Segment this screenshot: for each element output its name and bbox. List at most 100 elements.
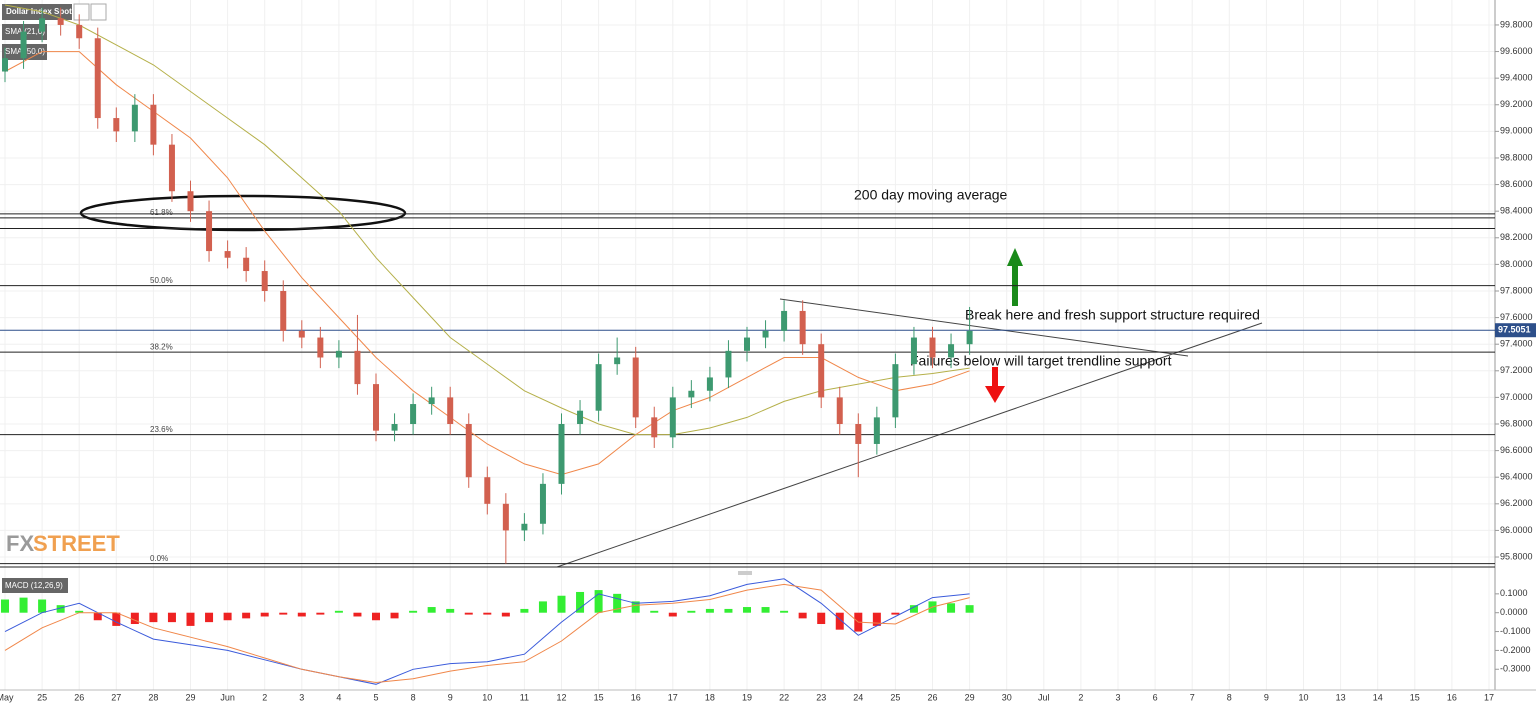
candle-body — [836, 397, 843, 425]
signal-line — [4, 583, 970, 684]
candle-body — [818, 344, 825, 398]
x-tick-label: 4 — [336, 692, 341, 702]
candle-body — [781, 310, 788, 331]
macd-histogram-bar — [631, 601, 640, 613]
x-tick-label: 10 — [1298, 692, 1308, 702]
x-tick-label: 27 — [111, 692, 121, 702]
macd-histogram-bar — [724, 608, 733, 613]
candle-body — [595, 364, 602, 411]
macd-histogram-bar — [538, 601, 547, 613]
candle-body — [261, 271, 268, 291]
candle-body — [428, 397, 435, 405]
macd-histogram-bar — [817, 612, 826, 625]
ascending-trendline — [556, 322, 1263, 568]
x-tick-label: 29 — [185, 692, 195, 702]
macd-histogram-bar — [205, 612, 214, 623]
x-tick-label: 23 — [816, 692, 826, 702]
candle-body — [799, 310, 806, 345]
macd-histogram-bar — [297, 612, 306, 617]
macd-histogram-bar — [353, 612, 362, 617]
macd-histogram-bar — [594, 590, 603, 613]
macd-histogram-bar — [316, 612, 325, 615]
y-tick-label: 99.0000 — [1500, 126, 1533, 136]
candle-body — [76, 24, 83, 39]
candle-body — [298, 330, 305, 338]
candle-body — [391, 424, 398, 431]
candle-body — [929, 337, 936, 358]
candle-body — [669, 397, 676, 438]
macd-histogram-bar — [965, 605, 974, 613]
x-tick-label: 9 — [1264, 692, 1269, 702]
x-tick-label: 25 — [37, 692, 47, 702]
macd-histogram-bar — [650, 610, 659, 613]
y-tick-label: 98.8000 — [1500, 152, 1533, 162]
x-tick-label: 16 — [631, 692, 641, 702]
candle-body — [502, 503, 509, 531]
x-tick-label: May — [0, 692, 14, 702]
x-tick-label: 17 — [668, 692, 678, 702]
last-price-tag — [1495, 323, 1536, 338]
x-tick-label: 26 — [74, 692, 84, 702]
x-tick-label: 9 — [448, 692, 453, 702]
candle-body — [744, 337, 750, 351]
y-tick-label: 99.2000 — [1500, 99, 1533, 109]
x-tick-label: 18 — [705, 692, 715, 702]
candle-body — [706, 377, 713, 391]
x-tick-label: 29 — [965, 692, 975, 702]
macd-histogram-bar — [576, 591, 585, 613]
candle-body — [94, 38, 101, 119]
candle-body — [465, 424, 472, 478]
macd-histogram-bar — [242, 612, 251, 619]
x-tick-label: 16 — [1447, 692, 1457, 702]
macd-histogram-bar — [891, 612, 900, 615]
candle-body — [762, 330, 769, 338]
candle-body — [224, 251, 231, 258]
macd-histogram-bar — [427, 607, 436, 613]
pane-handle[interactable] — [738, 571, 752, 575]
macd-histogram-bar — [947, 603, 956, 613]
macd-histogram-bar — [186, 612, 195, 626]
legend-label: MACD (12,26,9) — [5, 581, 63, 590]
x-tick-label: 8 — [411, 692, 416, 702]
fib-label: 0.0% — [150, 554, 168, 563]
candle-body — [20, 31, 27, 59]
macd-histogram-bar — [557, 595, 566, 613]
fib-label: 38.2% — [150, 342, 173, 351]
y-tick-label: 99.6000 — [1500, 46, 1533, 56]
y-tick-label: 0.0000 — [1500, 607, 1528, 617]
candle-body — [873, 417, 880, 444]
macd-histogram-bar — [112, 612, 121, 626]
x-tick-label: Jun — [220, 692, 235, 702]
candle-body — [910, 337, 917, 365]
candle-body — [335, 350, 342, 358]
macd-histogram-bar — [835, 612, 844, 630]
fib-label: 23.6% — [150, 425, 173, 434]
candle-body — [39, 18, 46, 32]
macd-histogram-bar — [464, 612, 473, 615]
y-tick-label: 95.8000 — [1500, 551, 1533, 561]
macd-histogram-bar — [334, 610, 343, 613]
y-tick-label: 97.2000 — [1500, 365, 1533, 375]
highlight-ellipse — [79, 194, 407, 232]
macd-histogram-bar — [446, 608, 455, 613]
macd-histogram-bar — [872, 612, 881, 626]
candle-body — [484, 477, 491, 504]
fib-label: 61.8% — [150, 208, 173, 217]
x-tick-label: 17 — [1484, 692, 1494, 702]
x-tick-label: 10 — [482, 692, 492, 702]
refresh-button[interactable] — [73, 3, 90, 21]
y-tick-label: 99.8000 — [1500, 19, 1533, 29]
candle-body — [2, 58, 8, 72]
settings-button[interactable] — [90, 3, 107, 21]
macd-histogram-bar — [93, 612, 102, 621]
y-tick-label: 98.6000 — [1500, 179, 1533, 189]
candle-body — [280, 290, 287, 331]
macd-histogram-bar — [56, 605, 65, 613]
candle-body — [558, 424, 565, 484]
macd-histogram-bar — [167, 612, 176, 623]
candle-body — [243, 257, 250, 272]
candle-body — [131, 104, 138, 132]
sma-line — [4, 4, 970, 436]
x-tick-label: 5 — [373, 692, 378, 702]
y-tick-label: -0.1000 — [1500, 626, 1531, 636]
